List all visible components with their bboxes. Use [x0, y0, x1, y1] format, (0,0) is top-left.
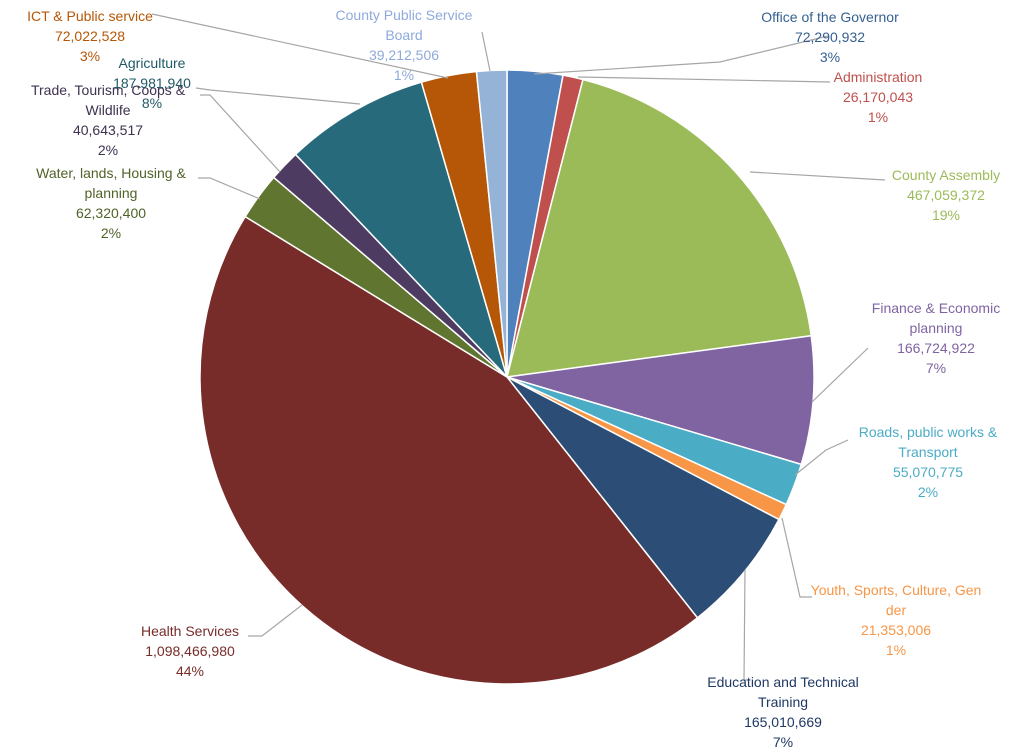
leader-line-agriculture: [195, 87, 361, 105]
data-label-health-services: Health Services 1,098,466,980 44%: [141, 623, 239, 679]
pie-slice-county-assembly: [505, 78, 813, 378]
data-label-name: County Public Service: [336, 7, 473, 23]
data-label-percent: 2%: [98, 142, 118, 158]
data-label-youth-sports-culture-gen-der: Youth, Sports, Culture, Gen der 21,353,006…: [811, 582, 982, 658]
data-label-value: 72,290,932: [795, 29, 865, 45]
data-label-percent: 2%: [101, 225, 121, 241]
data-label-agriculture: Agriculture 187,981,940 8%: [113, 55, 191, 111]
leader-line-youth-sports-culture-gen-der: [781, 517, 812, 598]
data-label-percent: 3%: [80, 48, 100, 64]
leader-line-finance-and-economic-planning: [811, 347, 869, 403]
data-label-name: planning: [85, 185, 138, 201]
data-label-name: Wildlife: [85, 102, 130, 118]
data-label-name: Board: [385, 27, 422, 43]
data-label-value: 40,643,517: [73, 122, 143, 138]
data-label-name: Health Services: [141, 623, 239, 639]
leader-line-water-lands-housing-and-planning: [198, 177, 261, 200]
data-label-percent: 7%: [926, 360, 946, 376]
data-label-name: Education and Technical: [707, 674, 859, 690]
data-label-office-of-the-governor: Office of the Governor 72,290,932 3%: [761, 9, 899, 65]
data-label-value: 55,070,775: [893, 464, 963, 480]
leader-line-education-and-technical-training: [743, 569, 748, 681]
data-label-value: 166,724,922: [897, 340, 975, 356]
data-label-value: 72,022,528: [55, 28, 125, 44]
data-label-value: 26,170,043: [843, 89, 913, 105]
data-label-percent: 1%: [868, 109, 888, 125]
data-label-value: 39,212,506: [369, 47, 439, 63]
data-label-name: ICT & Public service: [27, 8, 153, 24]
data-label-name: Water, lands, Housing &: [36, 165, 186, 181]
data-label-value: 187,981,940: [113, 75, 191, 91]
data-label-name: Office of the Governor: [761, 9, 899, 25]
data-label-name: Training: [758, 694, 808, 710]
data-label-percent: 1%: [886, 642, 906, 658]
data-label-percent: 8%: [142, 95, 162, 111]
leader-line-roads-public-works-and-transport: [794, 439, 849, 476]
pie-slice-agriculture: [294, 81, 508, 378]
data-label-value: 165,010,669: [744, 714, 822, 730]
slices-layer: [199, 69, 815, 685]
data-label-water-lands-housing-and-planning: Water, lands, Housing & planning 62,320,40…: [36, 165, 186, 241]
data-label-percent: 2%: [918, 484, 938, 500]
leader-line-health-services: [248, 604, 303, 637]
data-label-value: 1,098,466,980: [145, 643, 235, 659]
leader-line-county-assembly: [749, 171, 886, 181]
data-label-percent: 44%: [176, 663, 204, 679]
data-label-ict-and-public-service: ICT & Public service 72,022,528 3%: [27, 8, 153, 64]
data-label-percent: 19%: [932, 207, 960, 223]
leader-line-office-of-the-governor: [533, 35, 829, 75]
data-label-administration: Administration 26,170,043 1%: [834, 69, 923, 125]
data-label-name: Finance & Economic: [872, 300, 1000, 316]
data-label-percent: 7%: [773, 734, 793, 750]
data-label-percent: 1%: [394, 67, 414, 83]
data-label-trade-tourism-coops-and-wildlife: Trade, Tourism, Coops & Wildlife 40,643,51…: [31, 82, 186, 158]
leader-line-trade-tourism-coops-and-wildlife: [200, 94, 281, 173]
data-label-name: Roads, public works &: [859, 424, 998, 440]
leader-line-administration: [577, 76, 831, 83]
data-label-county-public-service-board: County Public Service Board 39,212,506 1%: [336, 7, 473, 83]
data-label-name: der: [886, 602, 907, 618]
data-label-name: Transport: [898, 444, 958, 460]
data-label-roads-public-works-and-transport: Roads, public works & Transport 55,070,775…: [859, 424, 998, 500]
data-label-value: 467,059,372: [907, 187, 985, 203]
data-label-name: Trade, Tourism, Coops &: [31, 82, 186, 98]
data-labels-layer: Office of the Governor 72,290,932 3% Admini…: [27, 7, 1000, 750]
leader-line-county-public-service-board: [481, 31, 491, 72]
data-label-finance-and-economic-planning: Finance & Economic planning 166,724,922 7%: [872, 300, 1000, 376]
data-label-name: Youth, Sports, Culture, Gen: [811, 582, 982, 598]
leader-line-ict-and-public-service: [151, 13, 449, 79]
data-label-percent: 3%: [820, 49, 840, 65]
leader-lines-layer: [151, 13, 886, 681]
data-label-name: planning: [910, 320, 963, 336]
data-label-name: Agriculture: [119, 55, 186, 71]
pie-slice-education-and-technical-training: [506, 376, 780, 619]
pie-slice-county-public-service-board: [475, 69, 508, 378]
pie-slice-health-services: [199, 215, 699, 685]
data-label-county-assembly: County Assembly 467,059,372 19%: [892, 167, 1000, 223]
data-label-value: 21,353,006: [861, 622, 931, 638]
data-label-education-and-technical-training: Education and Technical Training 165,010,6…: [707, 674, 859, 750]
data-label-value: 62,320,400: [76, 205, 146, 221]
data-label-name: Administration: [834, 69, 923, 85]
data-label-name: County Assembly: [892, 167, 1000, 183]
